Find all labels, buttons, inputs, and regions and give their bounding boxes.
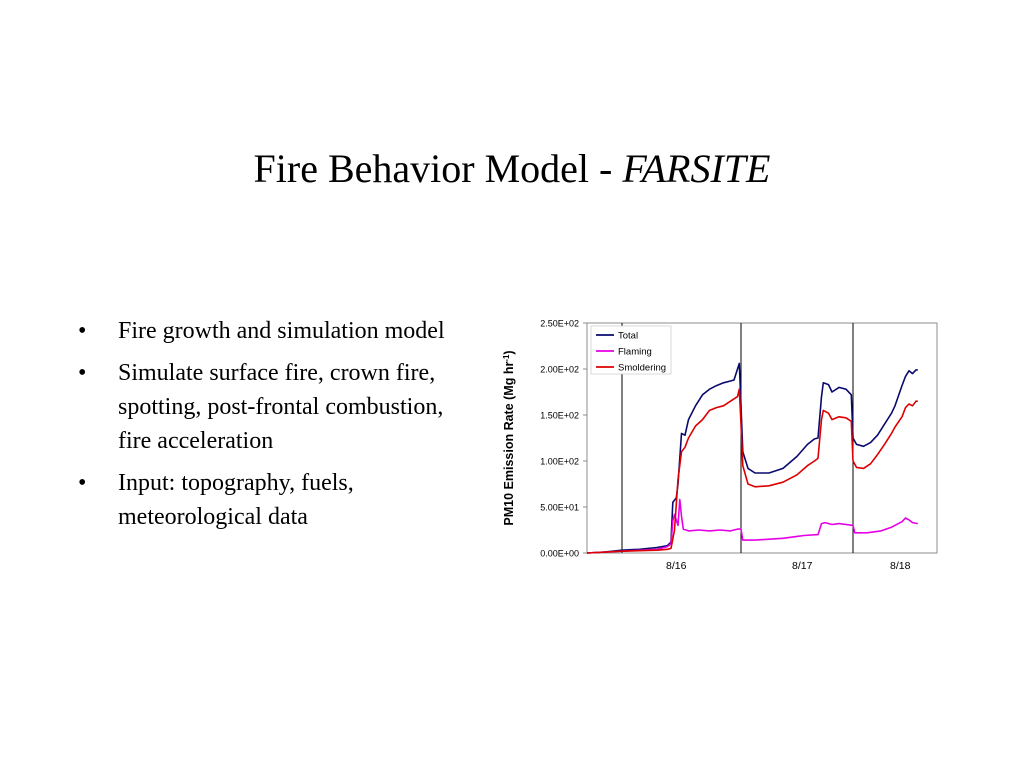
legend-label: Total [618,331,638,342]
legend: Total Flaming Smoldering [590,325,672,375]
x-tick-label: 8/18 [890,560,911,572]
bullet-item: • Input: topography, fuels, meteorologica… [78,466,468,534]
bullet-item: • Simulate surface fire, crown fire, spot… [78,356,468,458]
legend-label: Flaming [618,347,652,358]
y-axis-label-main: PM10 Emission Rate (Mg hr [502,362,516,526]
bullet-text: Fire growth and simulation model [118,318,445,344]
legend-box [590,325,672,375]
y-tick-label: 1.50E+02 [540,411,579,421]
y-tick-label: 0.00E+00 [540,549,579,559]
slide-title: Fire Behavior Model - FARSITE [0,143,1024,195]
y-tick-label: 5.00E+01 [540,503,579,513]
slide-title-italic: FARSITE [622,146,771,191]
series-line-smoldering [586,388,918,554]
y-axis-label-close: ) [502,350,516,354]
bullet-text: Simulate surface fire, crown fire, spott… [118,360,444,454]
y-tick-label: 2.50E+02 [540,319,579,329]
y-axis-label-superscript: -1 [502,354,511,362]
bullet-glyph: • [78,470,87,496]
bullet-glyph: • [78,318,87,344]
y-tick-label: 1.00E+02 [540,457,579,467]
series-line-flaming [586,498,918,554]
x-tick-label: 8/16 [666,560,687,572]
x-tick-label: 8/17 [792,560,813,572]
slide-title-main: Fire Behavior Model - [253,146,623,191]
y-axis-label: PM10 Emission Rate (Mg hr-1) [502,350,517,525]
bullet-list: • Fire growth and simulation model • Simul… [78,314,468,542]
bullet-text: Input: topography, fuels, meteorological… [118,470,354,530]
bullet-glyph: • [78,360,87,386]
bullet-item: • Fire growth and simulation model [78,314,468,348]
y-tick-label: 2.00E+02 [540,365,579,375]
legend-label: Smoldering [618,363,666,374]
emission-chart: 0.00E+00 5.00E+01 1.00E+02 1.50E+02 2.00E+02… [502,319,938,572]
